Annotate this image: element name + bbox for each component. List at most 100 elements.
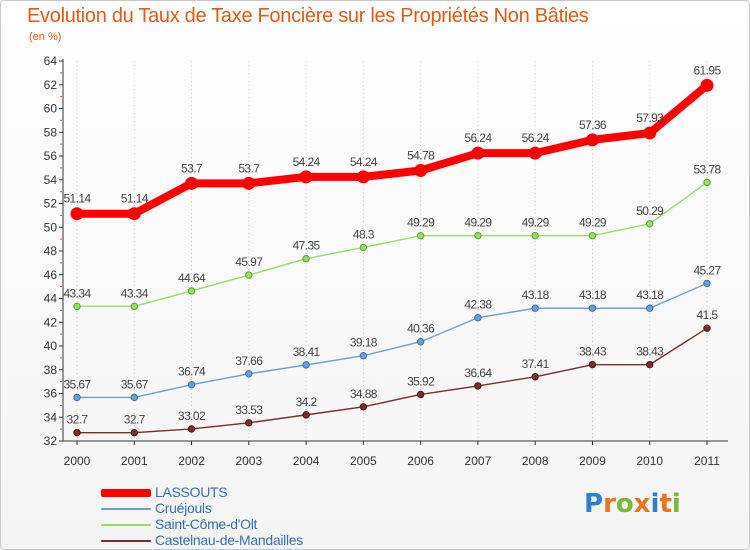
legend-swatch xyxy=(101,508,151,510)
data-label: 47.35 xyxy=(293,239,321,253)
axis-layer: 32 34 36 38 40 42 44 46 48 50 52 54 56 58 60 62 64 2000 20… xyxy=(44,54,728,468)
data-label: 36.74 xyxy=(178,365,206,379)
data-point xyxy=(73,393,81,402)
x-tick-label: 2000 xyxy=(64,454,91,468)
x-tick-label: 2004 xyxy=(293,454,320,468)
data-point xyxy=(646,220,654,228)
y-tick-label: 34 xyxy=(44,410,58,424)
data-point xyxy=(130,302,138,311)
data-point xyxy=(531,231,539,240)
data-label: 56.24 xyxy=(464,131,492,145)
data-point xyxy=(130,428,138,437)
y-tick-label: 56 xyxy=(44,149,58,163)
x-tick-label: 2008 xyxy=(522,454,549,468)
y-tick-label: 40 xyxy=(44,339,58,353)
legend-label: Saint-Côme-d'Olt xyxy=(155,516,258,532)
data-label: 57.36 xyxy=(579,118,607,132)
data-point xyxy=(474,314,482,322)
grid-layer xyxy=(76,61,708,441)
data-label: 39.18 xyxy=(350,336,378,350)
data-label: 53.7 xyxy=(181,161,203,175)
data-point xyxy=(242,176,256,190)
y-tick-label: 52 xyxy=(44,197,58,211)
series-line-0 xyxy=(73,81,711,218)
data-label: 45.27 xyxy=(693,263,721,277)
data-label: 43.18 xyxy=(636,288,664,302)
data-label: 43.34 xyxy=(121,286,149,300)
data-point xyxy=(643,126,657,140)
y-tick-label: 48 xyxy=(44,244,58,258)
data-point xyxy=(245,419,253,427)
data-point xyxy=(588,360,597,369)
x-tick-label: 2009 xyxy=(579,454,606,468)
data-label: 51.14 xyxy=(121,192,149,206)
x-tick-label: 2011 xyxy=(694,454,720,468)
data-point xyxy=(302,411,310,419)
data-point xyxy=(588,304,597,312)
logo-letter: r xyxy=(603,489,616,519)
x-tick-label: 2007 xyxy=(465,454,492,468)
legend-label: LASSOUTS xyxy=(155,484,228,500)
data-point xyxy=(585,133,599,147)
data-label: 61.95 xyxy=(693,63,721,77)
y-tick-label: 58 xyxy=(44,125,58,139)
logo-letter: P xyxy=(584,489,604,519)
data-point xyxy=(703,178,711,187)
data-point xyxy=(302,255,310,263)
data-point xyxy=(359,243,368,252)
data-label: 49.29 xyxy=(407,216,435,230)
data-label: 37.66 xyxy=(235,354,263,368)
x-tick-label: 2001 xyxy=(121,454,148,468)
data-point xyxy=(414,163,428,177)
logo-letter: x xyxy=(633,489,651,519)
data-label: 34.88 xyxy=(350,387,378,401)
legend-label: Cruéjouls xyxy=(155,500,212,516)
data-label: 35.92 xyxy=(407,374,435,388)
data-label: 37.41 xyxy=(522,357,550,371)
data-label: 32.7 xyxy=(124,413,146,427)
legend-swatch xyxy=(101,524,151,526)
data-label: 34.2 xyxy=(296,395,318,409)
chart-title: Evolution du Taux de Taxe Foncière sur l… xyxy=(27,5,589,27)
data-label: 42.38 xyxy=(464,298,492,312)
data-point xyxy=(474,231,482,240)
data-label: 54.24 xyxy=(350,155,378,169)
y-tick-label: 44 xyxy=(44,292,58,306)
data-label: 40.36 xyxy=(407,322,435,336)
logo-letter: i xyxy=(650,489,660,519)
data-point xyxy=(646,360,654,369)
data-label: 43.18 xyxy=(522,288,550,302)
data-point xyxy=(73,302,81,311)
logo-letter: t xyxy=(659,489,672,519)
proxiti-logo: Proxiti xyxy=(584,489,681,519)
series-layer xyxy=(70,78,714,437)
data-point xyxy=(703,324,711,332)
data-point xyxy=(187,381,196,389)
data-label: 48.3 xyxy=(353,227,375,241)
data-point xyxy=(187,425,196,433)
legend-swatch xyxy=(101,489,151,497)
y-unit-label: (en %) xyxy=(29,31,62,43)
data-label: 49.29 xyxy=(464,216,492,230)
data-label: 33.02 xyxy=(178,409,206,423)
x-tick-label: 2005 xyxy=(350,454,377,468)
logo-letter: o xyxy=(615,489,634,519)
y-tick-label: 54 xyxy=(44,173,58,187)
data-label: 41.5 xyxy=(697,308,719,322)
data-label: 56.24 xyxy=(522,131,550,145)
data-point xyxy=(528,146,542,160)
series-line-3 xyxy=(76,327,708,434)
data-point xyxy=(416,390,425,399)
x-tick-label: 2003 xyxy=(235,454,262,468)
data-label: 45.97 xyxy=(235,255,263,269)
data-point xyxy=(245,370,253,378)
data-label: 43.18 xyxy=(579,288,607,302)
data-label: 38.43 xyxy=(579,345,607,359)
data-point xyxy=(359,352,368,360)
data-point xyxy=(73,428,81,437)
data-point xyxy=(471,146,485,160)
data-label: 57.93 xyxy=(636,111,664,125)
data-point xyxy=(356,170,370,184)
data-point xyxy=(531,373,539,381)
